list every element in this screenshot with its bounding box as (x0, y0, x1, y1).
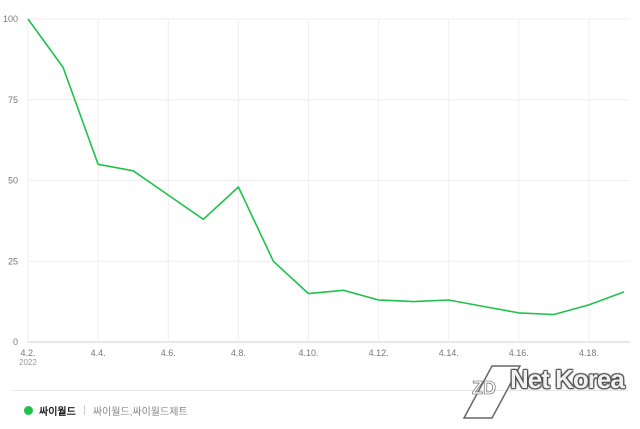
legend-keywords: 싸이월드,싸이월드제트 (92, 406, 188, 418)
chart-grid (27, 18, 630, 343)
x-tick-label: 4.6. (161, 348, 176, 358)
svg-text:ZD: ZD (472, 378, 496, 398)
series-line-cyworld (27, 18, 625, 316)
y-tick-label: 50 (8, 176, 18, 186)
watermark-logo: ZD Net Korea (462, 360, 630, 420)
zdnet-logo-icon: ZD (462, 365, 522, 419)
legend-divider (83, 405, 85, 415)
line-chart: 0 25 50 75 100 4.2. 4.4. 4.6. 4.8. 4.10. 4.12. 4.1… (3, 14, 630, 367)
x-axis-ticks: 4.2. 4.4. 4.6. 4.8. 4.10. 4.12. 4.14. 4.16. 4.18… (20, 348, 598, 358)
x-tick-label: 4.12. (369, 348, 389, 358)
chart-legend: 싸이월드 싸이월드,싸이월드제트 (12, 390, 628, 429)
x-tick-label: 4.14. (439, 348, 459, 358)
x-axis-year-label: 2022 (19, 358, 37, 367)
legend-marker-cyworld (24, 405, 33, 415)
x-tick-label: 4.10. (298, 348, 318, 358)
x-tick-label: 4.4. (91, 348, 106, 358)
y-tick-label: 0 (13, 337, 18, 347)
x-tick-label: 4.16. (509, 348, 529, 358)
y-axis-ticks: 0 25 50 75 100 (3, 14, 18, 347)
y-tick-label: 100 (3, 14, 18, 24)
y-tick-label: 25 (8, 256, 18, 266)
y-tick-label: 75 (8, 95, 18, 105)
legend-series-name: 싸이월드 (39, 406, 76, 418)
x-tick-label: 4.8. (231, 348, 246, 358)
x-tick-label: 4.18. (579, 348, 599, 358)
watermark-text: Net Korea (510, 364, 625, 394)
x-tick-label: 4.2. (20, 348, 35, 358)
